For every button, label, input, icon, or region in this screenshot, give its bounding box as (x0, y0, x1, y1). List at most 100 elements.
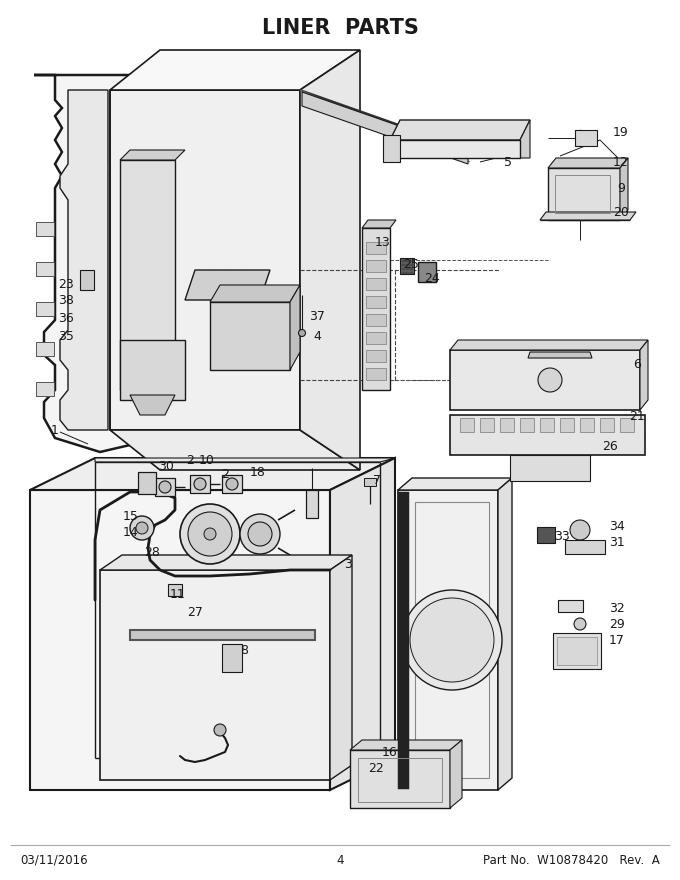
Polygon shape (300, 50, 360, 470)
Bar (399, 493, 407, 787)
Text: 23: 23 (58, 277, 74, 290)
Circle shape (402, 590, 502, 690)
Text: 2: 2 (186, 453, 194, 466)
Bar (366, 278, 386, 290)
Bar (406, 272, 409, 275)
Polygon shape (120, 340, 185, 400)
Polygon shape (210, 285, 300, 302)
Text: 15: 15 (123, 510, 139, 523)
Bar (537, 527, 555, 543)
Bar (222, 644, 242, 672)
Bar (222, 475, 242, 493)
Polygon shape (450, 740, 462, 808)
Polygon shape (95, 458, 395, 462)
Text: 2: 2 (221, 467, 229, 480)
Polygon shape (620, 158, 628, 220)
Bar (406, 260, 409, 262)
Circle shape (226, 478, 238, 490)
Polygon shape (640, 340, 648, 410)
Polygon shape (302, 92, 468, 164)
Polygon shape (450, 350, 640, 410)
Polygon shape (210, 302, 290, 370)
Text: 27: 27 (187, 605, 203, 619)
Text: 14: 14 (123, 525, 139, 539)
Polygon shape (362, 220, 396, 228)
Circle shape (130, 516, 154, 540)
Bar (406, 264, 409, 267)
Text: 4: 4 (313, 329, 321, 342)
Text: 19: 19 (613, 127, 629, 140)
Text: 18: 18 (250, 466, 266, 479)
Bar (366, 314, 386, 326)
Polygon shape (120, 150, 185, 160)
Text: LINER  PARTS: LINER PARTS (262, 18, 418, 38)
Bar (306, 490, 318, 518)
Text: 03/11/2016: 03/11/2016 (20, 854, 88, 867)
Bar (36, 262, 54, 276)
Bar (410, 260, 413, 262)
Polygon shape (100, 555, 352, 570)
Bar (366, 242, 386, 254)
Bar (366, 332, 386, 344)
Bar (402, 264, 405, 267)
Polygon shape (30, 458, 395, 490)
Text: 20: 20 (613, 207, 629, 219)
Text: 13: 13 (375, 237, 391, 250)
Polygon shape (60, 90, 108, 430)
Bar (130, 630, 315, 640)
Polygon shape (110, 50, 360, 90)
Text: 25: 25 (403, 258, 419, 270)
Text: 38: 38 (58, 294, 74, 306)
Bar (460, 418, 474, 432)
Polygon shape (110, 430, 360, 470)
Bar (36, 222, 54, 236)
Text: 7: 7 (373, 473, 381, 487)
Text: Part No.  W10878420   Rev.  A: Part No. W10878420 Rev. A (483, 854, 660, 867)
Bar (366, 260, 386, 272)
Polygon shape (548, 168, 620, 220)
Bar (366, 368, 386, 380)
Polygon shape (383, 135, 400, 162)
Bar (406, 268, 409, 270)
Polygon shape (390, 120, 530, 140)
Polygon shape (450, 415, 645, 455)
Polygon shape (100, 570, 330, 780)
Polygon shape (330, 458, 395, 790)
Polygon shape (350, 750, 450, 808)
Text: 5: 5 (504, 156, 512, 168)
Polygon shape (120, 160, 175, 390)
Circle shape (214, 724, 226, 736)
Bar (510, 455, 590, 481)
Polygon shape (398, 490, 498, 790)
Circle shape (180, 504, 240, 564)
Bar (402, 260, 405, 262)
Polygon shape (30, 490, 330, 790)
Text: 10: 10 (199, 453, 215, 466)
Bar (415, 502, 489, 778)
Text: 4: 4 (336, 854, 344, 867)
Circle shape (194, 478, 206, 490)
Circle shape (204, 528, 216, 540)
Circle shape (240, 514, 280, 554)
Bar (558, 600, 583, 612)
Bar (620, 418, 634, 432)
Polygon shape (290, 285, 300, 370)
Text: 17: 17 (609, 634, 625, 647)
Polygon shape (450, 340, 648, 350)
Bar (560, 418, 574, 432)
Bar (557, 637, 597, 665)
Bar (36, 342, 54, 356)
Polygon shape (34, 75, 300, 455)
Bar (410, 264, 413, 267)
Polygon shape (390, 140, 520, 158)
Polygon shape (185, 270, 270, 300)
Polygon shape (548, 158, 628, 168)
Bar (410, 272, 413, 275)
Bar (358, 758, 442, 802)
Circle shape (299, 329, 305, 336)
Text: 26: 26 (602, 439, 618, 452)
Polygon shape (540, 212, 636, 220)
Text: 35: 35 (58, 329, 74, 342)
Bar (80, 270, 94, 290)
Circle shape (159, 481, 171, 493)
